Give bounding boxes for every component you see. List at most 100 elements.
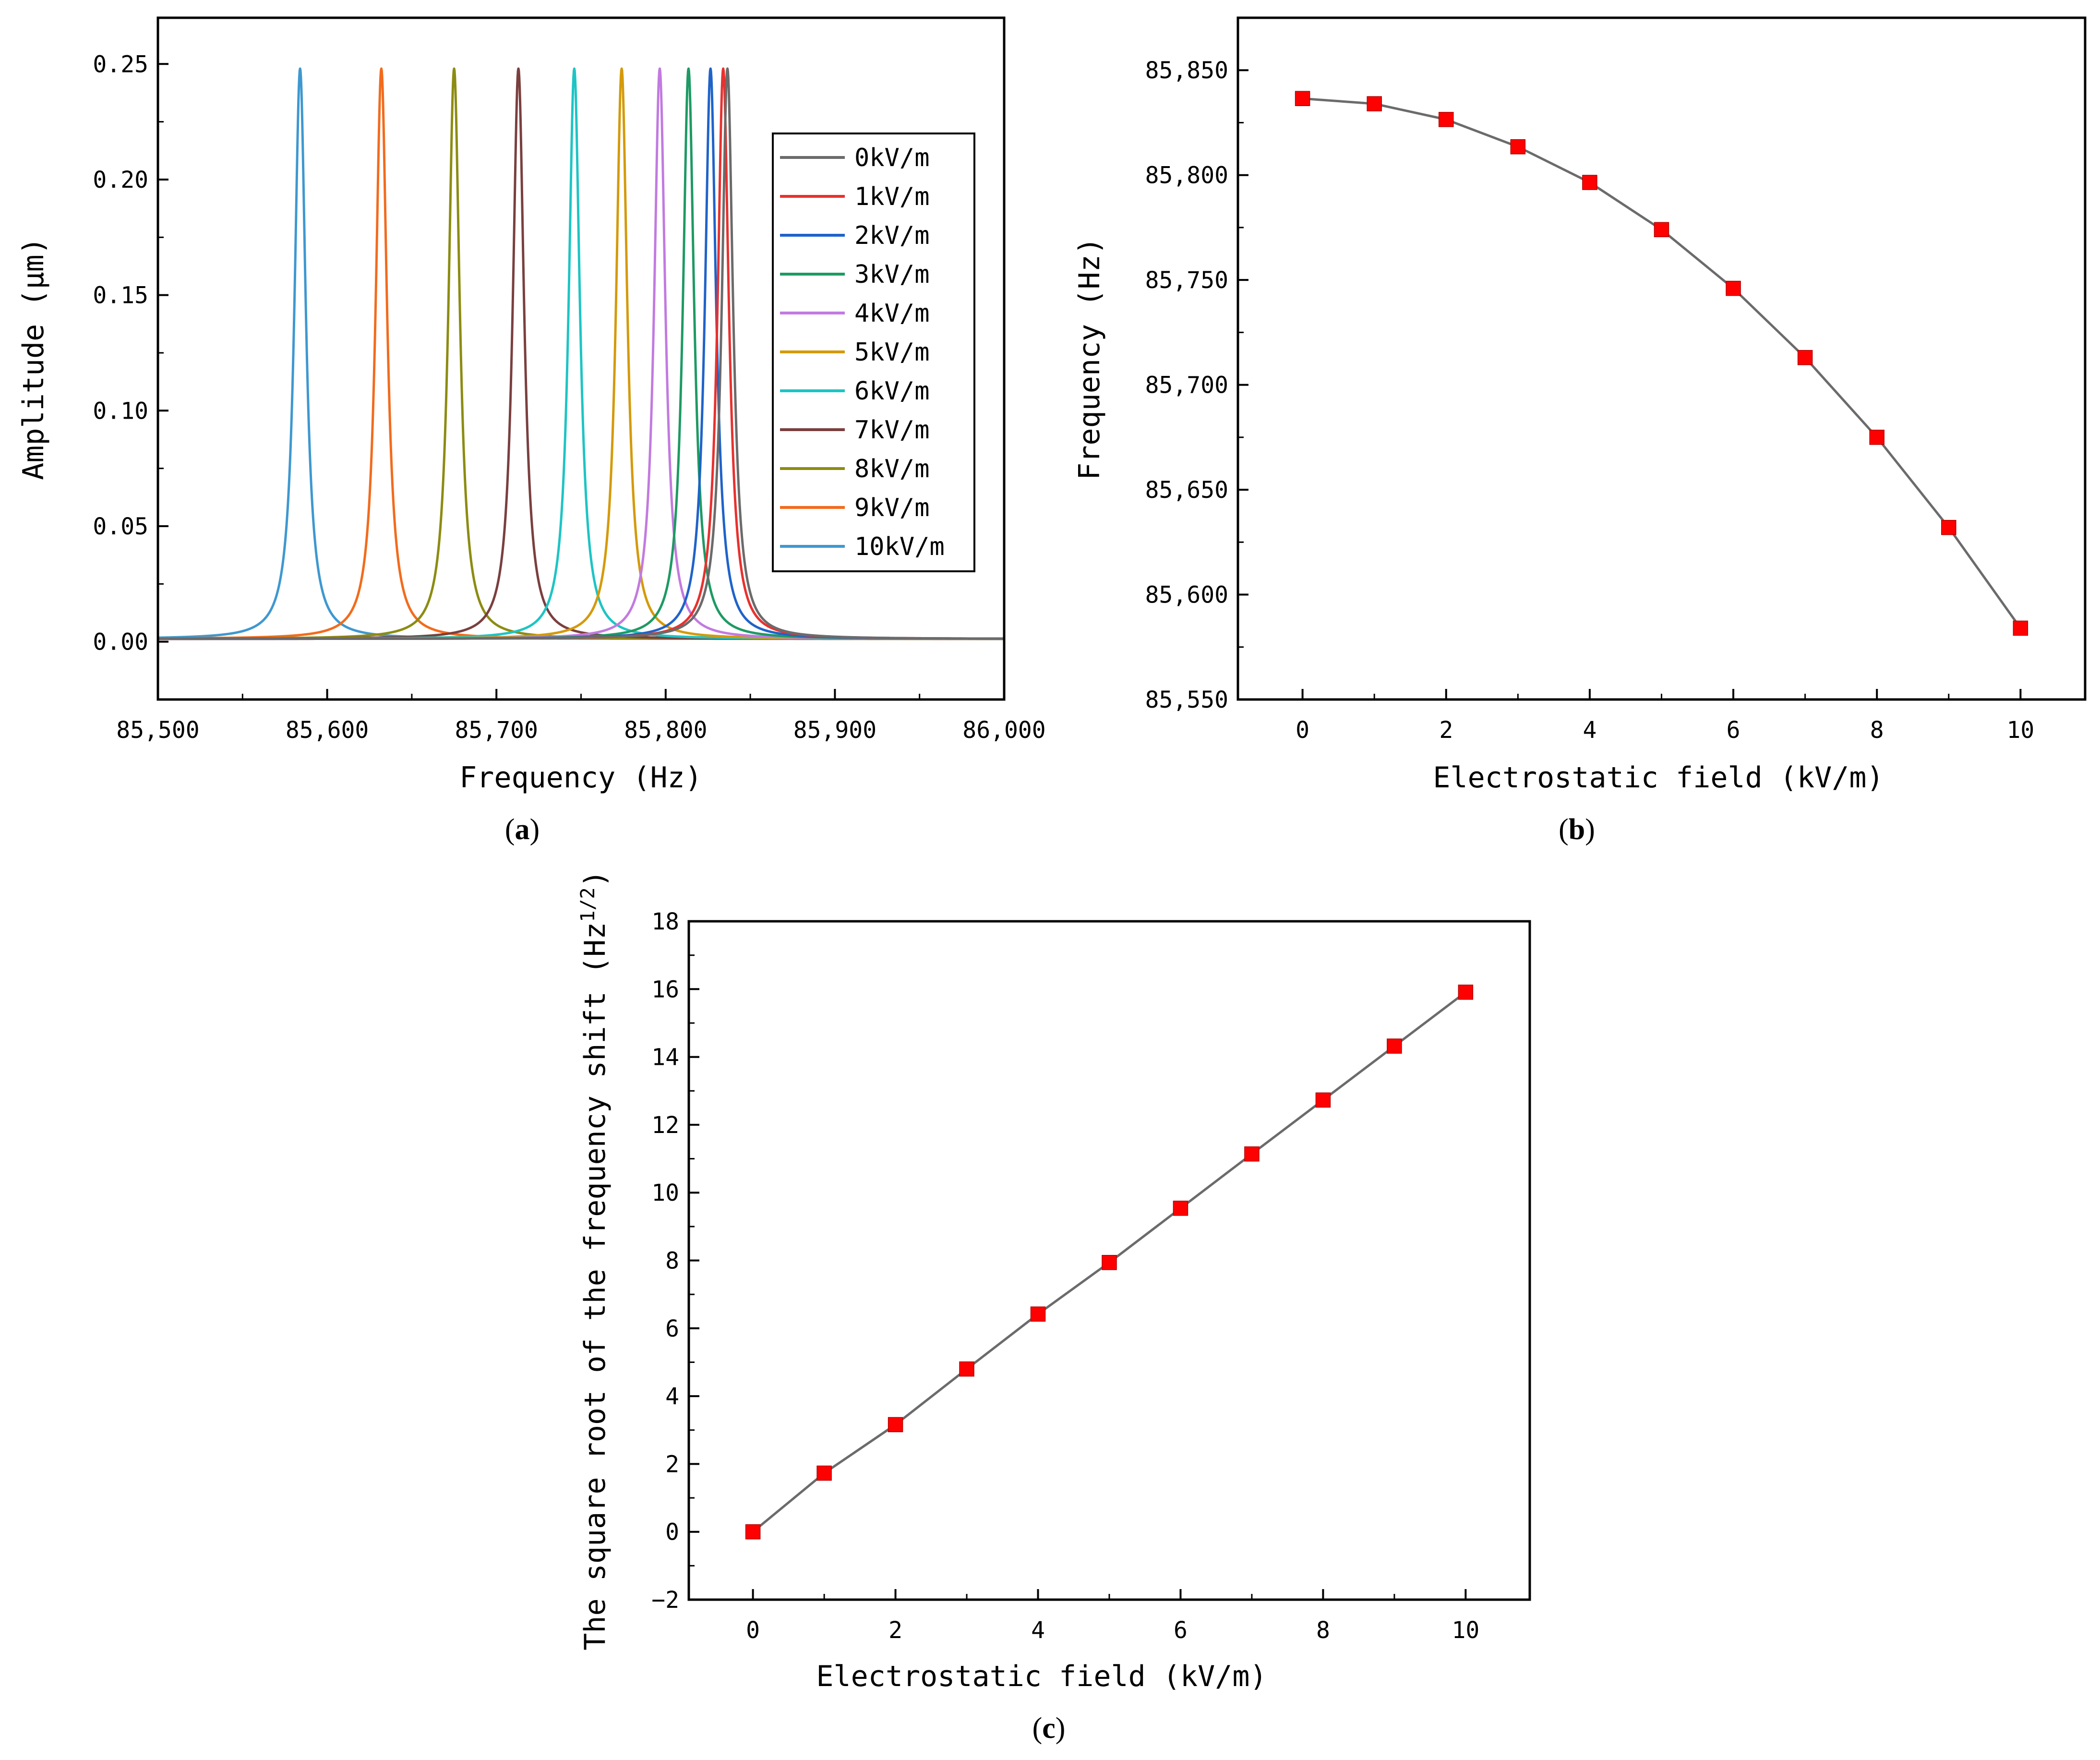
series-line-0kv-m [158,67,1004,640]
panel-b-data-point [1869,430,1884,445]
legend-label: 7kV/m [854,416,930,445]
panel-c-y-tick-label: 6 [665,1315,679,1342]
legend-label: 9kV/m [854,494,930,522]
panel-c-y-tick-label: 10 [651,1180,679,1206]
panel-c-data-point [1173,1200,1188,1216]
panel-c-data-point [1458,984,1474,1000]
legend-label: 3kV/m [854,260,930,289]
panel-b-data-point [1510,139,1526,155]
panel-b-series-line [1302,97,2022,629]
panel-a-curves [158,67,1004,640]
panel-b-x-tick-label: 8 [1870,717,1884,744]
panel-c-data-point [888,1417,903,1433]
panel-c-data-point [1387,1038,1402,1054]
panel-c-x-tick-label: 2 [888,1617,902,1644]
panel-a-x-tick-label: 85,700 [455,717,538,744]
panel-c-x-axis-title: Electrostatic field (kV/m) [816,1660,1267,1693]
panel-b-x-tick-label: 4 [1583,717,1596,744]
panel-b-plot-frame [1236,16,2087,701]
panel-c-x-tick-label: 4 [1031,1617,1045,1644]
panel-a-x-tick-label: 85,800 [624,717,707,744]
panel-a-x-tick-label: 85,900 [793,717,876,744]
panel-c-y-tick-label: 4 [665,1383,679,1410]
panel-b-x-tick-label: 10 [2006,717,2034,744]
panel-b-data-point [1654,222,1669,238]
panel-c-data-point [1244,1146,1260,1162]
panel-a-x-tick-label: 85,600 [286,717,369,744]
panel-c-x-tick-label: 10 [1452,1617,1479,1644]
legend-label: 4kV/m [854,299,930,328]
panel-c-y-tick-label: −2 [651,1587,679,1614]
panel-a-y-tick-label: 0.00 [93,629,148,656]
panel-a-ticks: 85,500 85,600 85,700 85,800 85,900 86,000 0.00… [93,51,1045,744]
panel-c-x-tick-label: 0 [746,1617,760,1644]
panel-c-y-tick-label: 14 [651,1044,679,1071]
panel-b-data-point [1582,175,1597,190]
panel-c-y-tick-label: 0 [665,1519,679,1546]
panel-c-data-point [816,1465,832,1481]
legend-label: 8kV/m [854,455,930,483]
panel-a-y-axis-title: Amplitude (µm) [17,237,50,480]
panel-b-series [1295,91,2028,636]
legend-label: 6kV/m [854,377,930,406]
panel-a-plot-frame [156,16,1006,701]
panel-c-y-tick-label: 2 [665,1451,679,1478]
legend-label: 10kV/m [854,532,945,561]
panel-b-data-point [1295,91,1310,106]
panel-c-sqrt-shift-chart: 0 2 4 6 8 10 −2 0 2 4 6 8 10 12 14 16 18 Electrostatic f… [577,870,1531,1745]
panel-b-y-tick-label: 85,800 [1145,162,1228,189]
panel-b-x-tick-label: 6 [1727,717,1740,744]
panel-c-x-tick-label: 6 [1174,1617,1188,1644]
panel-a-spectrum-chart: 85,500 85,600 85,700 85,800 85,900 86,000 0.00… [17,16,1046,846]
panel-b-data-point [2013,620,2028,636]
panel-c-x-tick-label: 8 [1316,1617,1330,1644]
panel-a-x-axis-title: Frequency (Hz) [459,761,702,795]
panel-a-label: (a) [505,813,540,846]
panel-b-y-tick-label: 85,650 [1145,477,1228,504]
panel-c-data-point [1102,1254,1117,1270]
panel-b-y-tick-label: 85,850 [1145,57,1228,84]
panel-b-data-point [1797,350,1813,365]
panel-b-ticks: 0 2 4 6 8 10 85,550 85,600 85,650 85,700 85,750 85,… [1145,57,2035,744]
panel-a-y-tick-label: 0.15 [93,282,148,309]
panel-a-x-tick-label: 85,500 [116,717,199,744]
panel-a-y-tick-label: 0.05 [93,513,148,540]
panel-c-data-point [1315,1092,1331,1108]
panel-a-y-tick-label: 0.10 [93,398,148,424]
panel-b-data-point [1941,519,1956,535]
panel-b-y-tick-label: 85,600 [1145,582,1228,609]
panel-b-frequency-chart: 0 2 4 6 8 10 85,550 85,600 85,650 85,700 85,750 85,… [1073,16,2087,846]
panel-b-y-tick-label: 85,750 [1145,267,1228,294]
panel-b-y-tick-label: 85,700 [1145,372,1228,399]
panel-c-plot-frame [687,920,1531,1601]
panel-b-data-point [1367,96,1382,111]
panel-c-label: (c) [1032,1712,1066,1745]
panel-b-x-axis-title: Electrostatic field (kV/m) [1433,761,1884,795]
legend-label: 5kV/m [854,338,930,367]
panel-b-x-tick-label: 2 [1439,717,1453,744]
panel-a-legend: 0kV/m 1kV/m 2kV/m 3kV/m 4kV/m 5kV/m 6kV/m 7kV/m… [772,133,975,572]
panel-b-label: (b) [1559,813,1595,846]
legend-label: 0kV/m [854,144,930,172]
panel-c-y-tick-label: 18 [651,908,679,935]
panel-c-data-point [959,1361,974,1377]
panel-c-data-point [1030,1306,1046,1322]
panel-b-data-point [1439,112,1454,127]
panel-c-y-tick-label: 8 [665,1248,679,1275]
legend-label: 1kV/m [854,182,930,211]
panel-a-y-tick-label: 0.25 [93,51,148,78]
panel-b-data-point [1726,280,1741,296]
panel-a-y-tick-label: 0.20 [93,167,148,193]
panel-c-data-point [745,1524,761,1540]
panel-b-x-tick-label: 0 [1296,717,1309,744]
legend-label: 2kV/m [854,221,930,250]
panel-c-ticks: 0 2 4 6 8 10 −2 0 2 4 6 8 10 12 14 16 18 [651,908,1479,1644]
panel-c-series [745,984,1474,1540]
panel-b-y-tick-label: 85,550 [1145,687,1228,713]
panel-c-y-axis-title: The square root of the frequency shift (… [577,870,612,1651]
panel-b-y-axis-title: Frequency (Hz) [1073,237,1106,480]
panel-c-y-tick-label: 16 [651,976,679,1003]
panel-c-y-tick-label: 12 [651,1112,679,1139]
panel-a-x-tick-label: 86,000 [962,717,1045,744]
